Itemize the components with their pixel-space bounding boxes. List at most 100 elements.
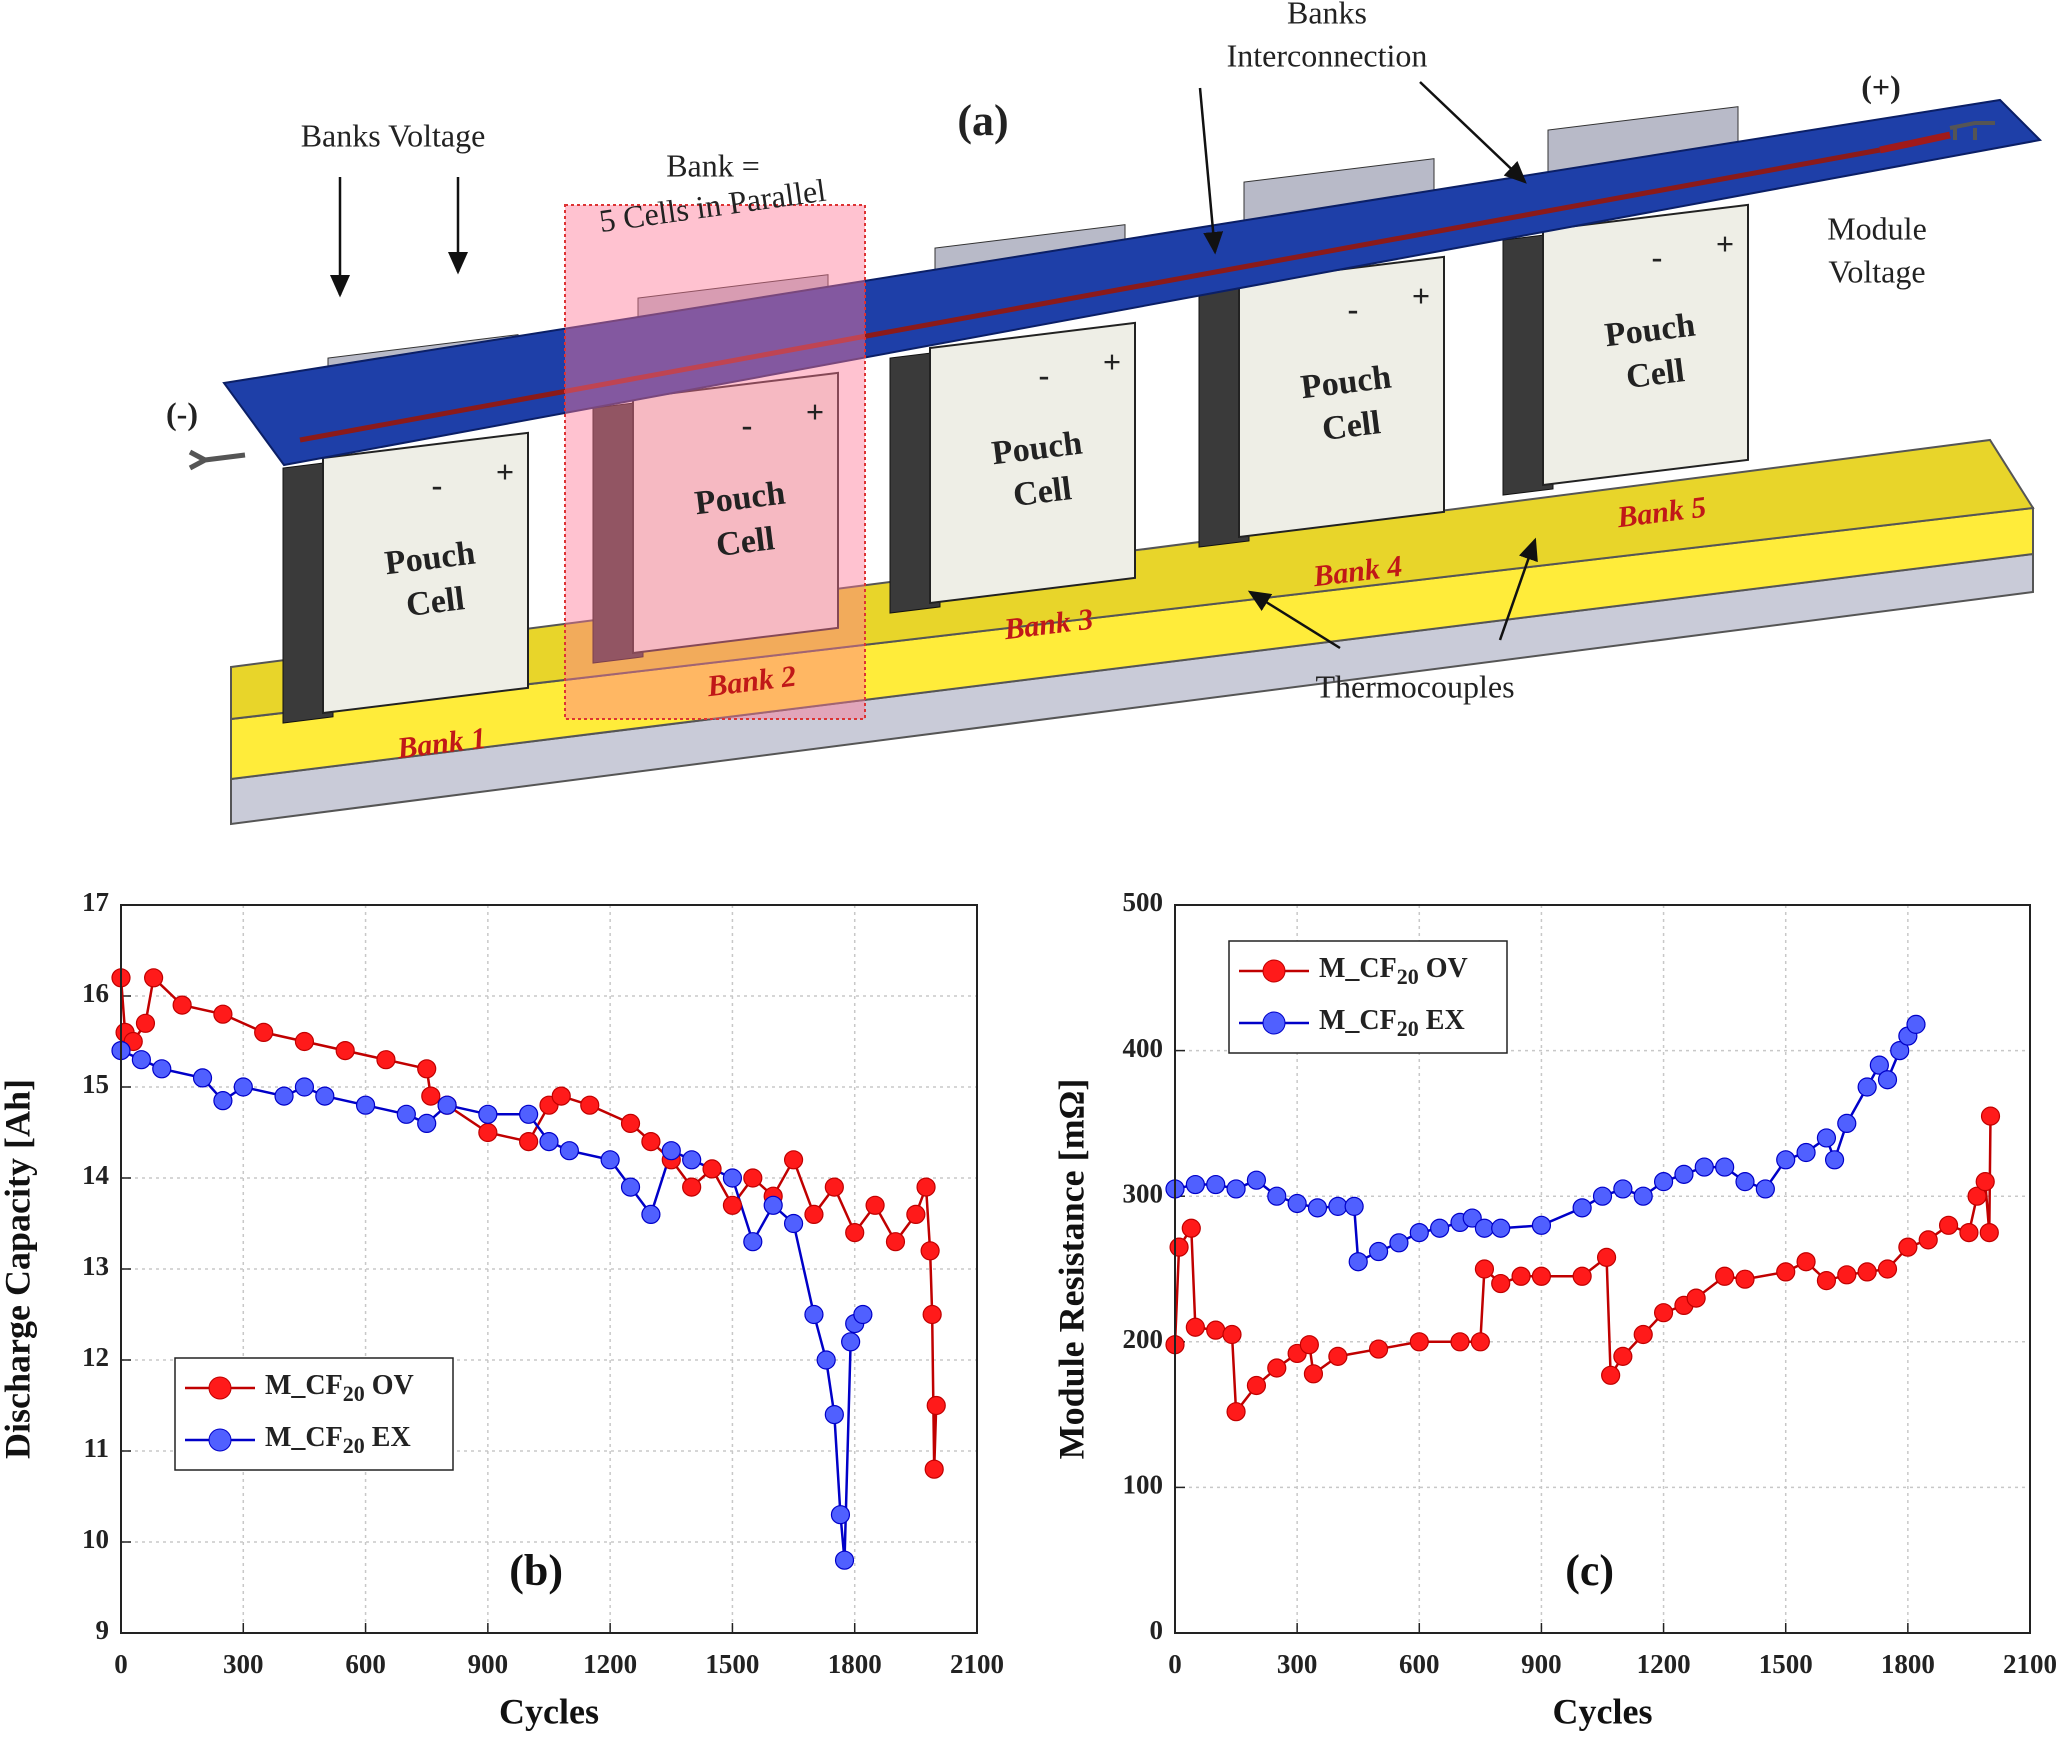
y-tick-label: 0 xyxy=(1150,1615,1164,1645)
module-diagram: Banks Voltage (a) Bank = 5 Cells in Para… xyxy=(166,0,2043,826)
negative-terminal xyxy=(188,449,246,471)
x-tick-label: 0 xyxy=(114,1649,128,1679)
data-point xyxy=(135,1013,156,1033)
data-point xyxy=(478,1104,498,1124)
data-point xyxy=(1796,1252,1816,1272)
data-point xyxy=(192,1068,213,1088)
bus-plate xyxy=(222,98,2043,467)
terminal-sign: + xyxy=(496,453,514,489)
data-point xyxy=(620,1113,641,1134)
data-point xyxy=(1837,1113,1857,1134)
data-point xyxy=(1959,1222,1979,1243)
data-point xyxy=(783,1213,804,1234)
legend-label: M_CF20 EX xyxy=(265,1422,411,1458)
data-point xyxy=(1938,1215,1959,1235)
x-tick-label: 900 xyxy=(1521,1649,1562,1679)
data-point xyxy=(620,1177,641,1197)
positive-lead xyxy=(1879,131,1951,154)
label: Module xyxy=(1827,210,1927,246)
label: Bank = xyxy=(666,147,760,183)
y-tick-label: 200 xyxy=(1123,1324,1164,1354)
data-point xyxy=(1816,1128,1837,1148)
data-point xyxy=(1328,1196,1348,1216)
legend-label: M_CF20 OV xyxy=(265,1370,414,1406)
data-point xyxy=(1368,1339,1389,1359)
y-tick-label: 9 xyxy=(96,1615,110,1645)
data-point xyxy=(1592,1186,1613,1206)
data-point xyxy=(924,1459,944,1479)
x-axis-label: Cycles xyxy=(499,1691,599,1731)
data-point xyxy=(1596,1247,1617,1267)
data-point xyxy=(1169,1237,1189,1257)
y-tick-label: 12 xyxy=(82,1342,109,1372)
data-point xyxy=(1368,1241,1389,1262)
data-point xyxy=(1979,1222,1999,1243)
terminal-sign: - xyxy=(432,466,443,502)
label: Banks Voltage xyxy=(301,117,486,153)
cell-label: Cell xyxy=(1320,404,1383,448)
data-point xyxy=(1613,1346,1633,1366)
data-point xyxy=(1344,1196,1364,1216)
data-point xyxy=(144,968,164,988)
data-point xyxy=(1686,1288,1706,1308)
data-point xyxy=(417,1113,437,1134)
y-axis-label: Discharge Capacity [Ah] xyxy=(0,1079,37,1459)
data-point xyxy=(1474,1259,1495,1279)
plot-frame xyxy=(1174,904,2031,1634)
data-point xyxy=(519,1104,539,1124)
label: Banks xyxy=(1287,0,1367,30)
data-point xyxy=(1206,1174,1226,1195)
data-point xyxy=(682,1150,702,1170)
data-point xyxy=(580,1095,600,1115)
legend-label: M_CF20 EX xyxy=(1319,1005,1465,1041)
terminal-sign: + xyxy=(1103,343,1121,379)
data-point xyxy=(254,1022,274,1043)
data-point xyxy=(213,1091,233,1111)
terminal-sign: - xyxy=(742,406,753,442)
x-tick-label: 0 xyxy=(1168,1649,1182,1679)
data-point xyxy=(743,1168,763,1188)
data-point xyxy=(920,1241,940,1261)
data-point xyxy=(1796,1142,1816,1163)
data-point xyxy=(1776,1150,1796,1170)
data-point xyxy=(1267,1358,1287,1378)
data-point xyxy=(1715,1266,1735,1286)
data-point xyxy=(804,1304,824,1325)
pouch-cell xyxy=(1542,203,1749,487)
data-point xyxy=(1613,1179,1633,1199)
data-point xyxy=(539,1131,559,1152)
label: (+) xyxy=(1861,68,1901,104)
data-point xyxy=(1857,1262,1877,1282)
data-point xyxy=(1653,1303,1674,1323)
x-tick-label: 600 xyxy=(345,1649,386,1679)
x-tick-label: 300 xyxy=(223,1649,264,1679)
arrow xyxy=(1419,81,1527,184)
x-tick-label: 1800 xyxy=(1881,1649,1935,1679)
data-point xyxy=(417,1059,437,1079)
data-point xyxy=(376,1050,396,1070)
data-point xyxy=(437,1095,457,1115)
data-point xyxy=(519,1131,539,1152)
cell-label: Cell xyxy=(1011,470,1074,514)
data-point xyxy=(478,1122,498,1143)
data-point xyxy=(702,1159,722,1179)
label: Thermocouples xyxy=(1315,668,1514,704)
data-point xyxy=(722,1168,743,1188)
data-point xyxy=(421,1086,441,1106)
data-point xyxy=(1735,1172,1755,1192)
data-point xyxy=(830,1505,851,1525)
arrow xyxy=(1498,537,1538,641)
data-point xyxy=(1633,1186,1653,1206)
plot-frame xyxy=(120,904,978,1634)
x-tick-label: 1200 xyxy=(583,1649,637,1679)
data-point xyxy=(1633,1324,1653,1345)
data-point xyxy=(1531,1215,1552,1235)
terminal-sign: - xyxy=(1039,356,1050,392)
data-point xyxy=(1837,1265,1857,1285)
data-point xyxy=(816,1350,836,1370)
data-point xyxy=(1185,1317,1205,1337)
x-tick-label: 300 xyxy=(1277,1649,1318,1679)
label: Interconnection xyxy=(1227,37,1428,73)
data-point xyxy=(1967,1186,1987,1206)
y-axis-label: Module Resistance [mΩ] xyxy=(1051,1079,1091,1460)
